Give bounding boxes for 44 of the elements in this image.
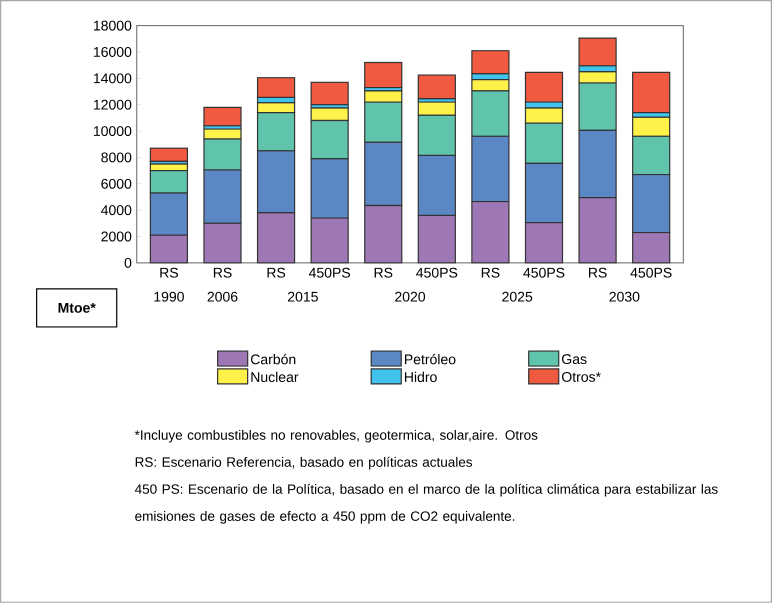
bar	[310, 82, 349, 106]
y-tick-label: 12000	[94, 100, 132, 110]
text: 2025	[502, 292, 532, 302]
x-tick-label: 450PS	[523, 268, 564, 278]
x-tick-label: RS	[267, 268, 286, 278]
x-tick-label: RS	[374, 268, 392, 278]
text: 2030	[609, 292, 640, 302]
legend-label: Carbón	[250, 354, 296, 364]
text: 2020	[395, 292, 426, 302]
legend-label: Hidro	[404, 372, 437, 382]
x-tick-label: 450PS	[416, 268, 458, 278]
y-tick-label: 18000	[94, 20, 132, 31]
legend-label: Petróleo	[404, 354, 456, 364]
legend-label: Nuclear	[251, 372, 298, 382]
text: 2006	[208, 292, 238, 302]
x-tick-label: RS	[482, 268, 500, 278]
y-tick-label: 14000	[94, 73, 132, 84]
bar	[256, 77, 296, 98]
x-tick-label: RS	[214, 268, 232, 278]
bar	[578, 38, 617, 67]
text: 450 PS: Escenario de la Política, basado en el marco de la política climática para estabilizar las emisiones de gases de efecto a 450 ppm de CO2 equivalente.	[134, 484, 718, 524]
x-tick-label: RS	[160, 268, 178, 278]
bar	[150, 148, 188, 162]
legend-label: Gas	[562, 354, 587, 364]
text: RS: Escenario Referencia, basado en políticas actuales	[136, 456, 472, 470]
bar	[632, 72, 670, 114]
x-tick-label: 450PS	[630, 268, 672, 278]
text: 1990	[154, 292, 184, 302]
text: *Incluye combustibles no renovables, geotermica, solar,aire. Otros	[134, 430, 538, 443]
y-tick-label: 10000	[94, 126, 132, 136]
text: Mtoe*	[58, 303, 96, 313]
bar	[418, 74, 456, 100]
bar	[203, 106, 242, 126]
y-tick-label: 2000	[101, 232, 132, 242]
y-tick-label: 8000	[101, 152, 132, 162]
x-tick-label: 450PS	[308, 268, 350, 278]
y-tick-label: 0	[124, 258, 132, 268]
y-tick-label: 16000	[94, 47, 132, 58]
legend-label: Otros*	[562, 372, 601, 382]
bar	[364, 62, 402, 88]
y-tick-label: 4000	[101, 205, 132, 216]
text: 2015	[288, 292, 318, 302]
x-tick-label: RS	[589, 268, 607, 278]
y-tick-label: 6000	[101, 178, 132, 189]
